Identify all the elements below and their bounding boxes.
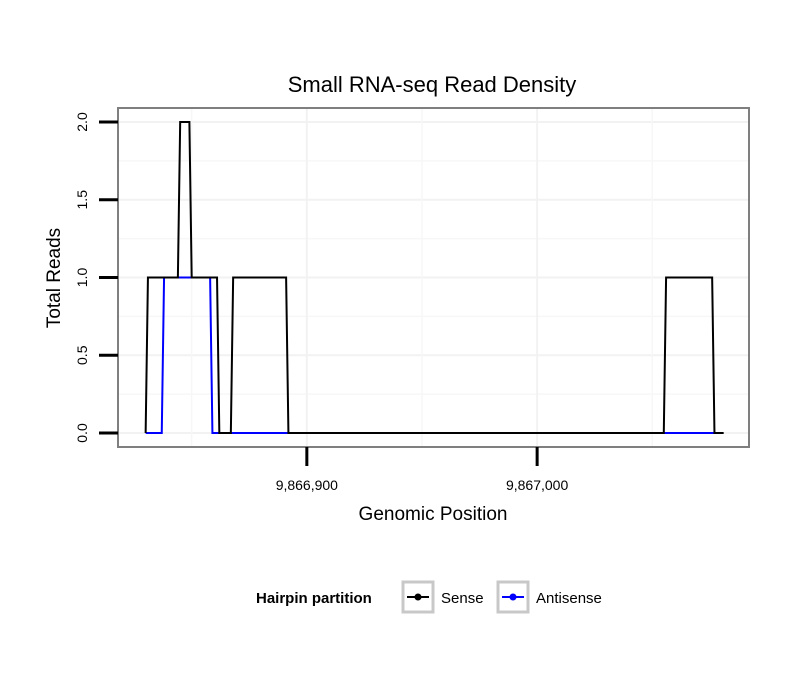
y-tick-label: 1.5 <box>74 190 90 210</box>
chart-title: Small RNA-seq Read Density <box>288 72 577 97</box>
x-axis-title: Genomic Position <box>359 504 508 525</box>
series-layer <box>144 121 724 434</box>
legend-dot-antisense <box>509 593 517 601</box>
legend-title: Hairpin partition <box>256 590 372 607</box>
y-tick-label: 0.0 <box>74 423 90 443</box>
x-tick-label: 9,867,000 <box>506 477 568 493</box>
y-tick-label: 1.0 <box>74 268 90 288</box>
y-tick-label: 2.0 <box>74 112 90 132</box>
x-axis: 9,866,900 9,867,000 <box>276 447 568 493</box>
legend-dot-sense <box>414 593 422 601</box>
series-line-sense <box>144 121 724 434</box>
y-axis: 0.0 0.5 1.0 1.5 2.0 <box>74 112 118 443</box>
legend-label-antisense: Antisense <box>536 590 602 607</box>
legend-item-antisense: Antisense <box>496 580 602 614</box>
legend-label-sense: Sense <box>441 590 484 607</box>
y-tick-label: 0.5 <box>74 345 90 365</box>
legend: Hairpin partition Sense Antisense <box>256 580 602 614</box>
legend-item-sense: Sense <box>401 580 484 614</box>
y-axis-title: Total Reads <box>44 228 65 328</box>
x-tick-label: 9,866,900 <box>276 477 338 493</box>
